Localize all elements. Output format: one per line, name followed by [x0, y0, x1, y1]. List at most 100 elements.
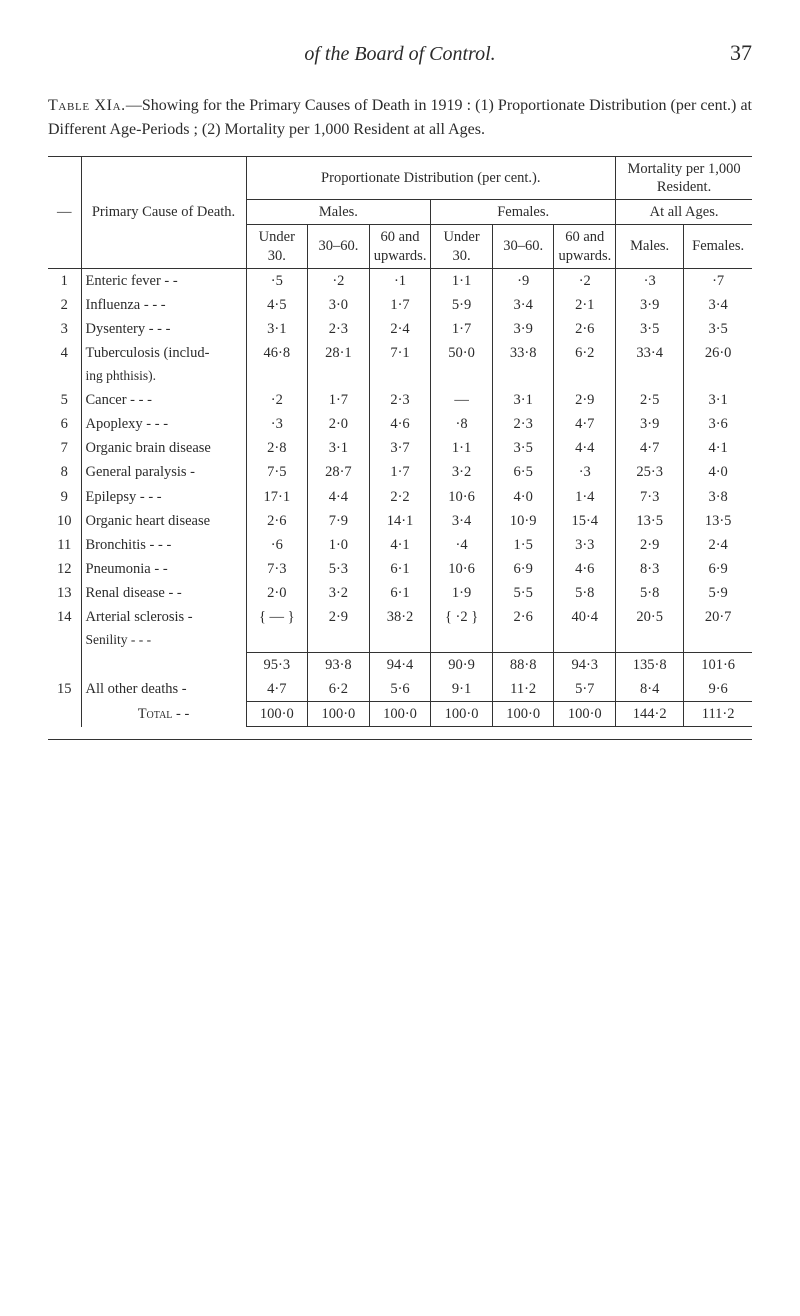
cell: ·7 — [684, 268, 752, 293]
cell: 2·6 — [246, 509, 308, 533]
hdr-dash: — — [48, 157, 81, 269]
row-cause: Arterial sclerosis - — [81, 605, 246, 629]
cell: ·1 — [369, 268, 431, 293]
hdr-f-3060: 30–60. — [492, 225, 554, 268]
cell: 111·2 — [684, 701, 752, 726]
table-row: 13Renal disease - -2·03·26·11·95·55·85·8… — [48, 581, 752, 605]
table-row: 2Influenza - - -4·53·01·75·93·42·13·93·4 — [48, 293, 752, 317]
cell: 7·1 — [369, 341, 431, 365]
row-index: 14 — [48, 605, 81, 629]
table-row: 14Arterial sclerosis -{ — }2·938·2{ ·2 }… — [48, 605, 752, 629]
cell: 4·4 — [554, 436, 616, 460]
cell: 20·7 — [684, 605, 752, 629]
row-cause: Influenza - - - — [81, 293, 246, 317]
cell: 2·9 — [616, 533, 684, 557]
cell: 100·0 — [492, 701, 554, 726]
cell: 95·3 — [246, 652, 308, 677]
cell: 15·4 — [554, 509, 616, 533]
cell: 7·9 — [308, 509, 370, 533]
cell: ·2 — [308, 268, 370, 293]
row-cause: General paralysis - — [81, 460, 246, 484]
cell: 5·9 — [684, 581, 752, 605]
row-index: 10 — [48, 509, 81, 533]
cell: 10·6 — [431, 485, 493, 509]
cell: 2·9 — [554, 388, 616, 412]
cell: 46·8 — [246, 341, 308, 365]
cell: 2·4 — [684, 533, 752, 557]
row-index: 4 — [48, 341, 81, 365]
hdr-mf-females: Females. — [684, 225, 752, 268]
cell: 20·5 — [616, 605, 684, 629]
cell: 8·3 — [616, 557, 684, 581]
table-row: 5Cancer - - -·21·72·3—3·12·92·53·1 — [48, 388, 752, 412]
cell: 3·1 — [308, 436, 370, 460]
cell: 5·8 — [616, 581, 684, 605]
cell: 94·3 — [554, 652, 616, 677]
cell: 5·7 — [554, 677, 616, 702]
total-row: Total - - 100·0 100·0 100·0 100·0 100·0 … — [48, 701, 752, 726]
cell: 3·5 — [616, 317, 684, 341]
cell: ·2 — [246, 388, 308, 412]
cell: 3·4 — [431, 509, 493, 533]
cell: ·5 — [246, 268, 308, 293]
cell: 1·7 — [369, 293, 431, 317]
cell: 3·9 — [616, 412, 684, 436]
cell: 2·6 — [492, 605, 554, 629]
row-index: 13 — [48, 581, 81, 605]
hdr-males: Males. — [246, 200, 431, 225]
cell: 3·2 — [308, 581, 370, 605]
cell: 2·0 — [246, 581, 308, 605]
cell: 3·9 — [616, 293, 684, 317]
cell: 3·6 — [684, 412, 752, 436]
cell: 33·8 — [492, 341, 554, 365]
cell: 1·1 — [431, 268, 493, 293]
cell: 38·2 — [369, 605, 431, 629]
row-cause: Epilepsy - - - — [81, 485, 246, 509]
cell: 3·9 — [492, 317, 554, 341]
cell: ·3 — [616, 268, 684, 293]
running-head: of the Board of Control. 37 — [48, 40, 752, 66]
cell: 25·3 — [616, 460, 684, 484]
row-index: 8 — [48, 460, 81, 484]
cell: 100·0 — [246, 701, 308, 726]
cell: 1·9 — [431, 581, 493, 605]
cell: 17·1 — [246, 485, 308, 509]
cell: 100·0 — [431, 701, 493, 726]
row-index: 6 — [48, 412, 81, 436]
row-index: 3 — [48, 317, 81, 341]
table-row-continuation: Senility - - - — [48, 629, 752, 652]
cell: 3·0 — [308, 293, 370, 317]
cell: 8·4 — [616, 677, 684, 702]
hdr-f-u30: Under 30. — [431, 225, 493, 268]
cell: 2·3 — [308, 317, 370, 341]
row-cause: Cancer - - - — [81, 388, 246, 412]
row-index: 15 — [48, 677, 81, 702]
cell: 10·9 — [492, 509, 554, 533]
running-title: of the Board of Control. — [88, 43, 712, 66]
cell: 13·5 — [684, 509, 752, 533]
cell: 93·8 — [308, 652, 370, 677]
cell: 1·1 — [431, 436, 493, 460]
row-cause: Tuberculosis (includ- — [81, 341, 246, 365]
row-cause-sub: ing phthisis). — [81, 365, 246, 388]
cell: 3·5 — [492, 436, 554, 460]
row-index: 1 — [48, 268, 81, 293]
total-label: Total - - — [81, 701, 246, 726]
table-caption: Table XIa.—Showing for the Primary Cause… — [48, 94, 752, 142]
cell: ·6 — [246, 533, 308, 557]
cell: 6·9 — [492, 557, 554, 581]
table-row: 8General paralysis -7·528·71·73·26·5·325… — [48, 460, 752, 484]
cell: 7·3 — [616, 485, 684, 509]
cell: 88·8 — [492, 652, 554, 677]
cell: 6·9 — [684, 557, 752, 581]
caption-lead: Table XIa. — [48, 97, 126, 114]
cell: 6·2 — [308, 677, 370, 702]
cell: 4·1 — [369, 533, 431, 557]
cell: — — [431, 388, 493, 412]
cell: 5·5 — [492, 581, 554, 605]
cell: ·2 — [554, 268, 616, 293]
header-row-1: — Primary Cause of Death. Proportionate … — [48, 157, 752, 200]
cell: 1·5 — [492, 533, 554, 557]
cell: 3·4 — [684, 293, 752, 317]
row-cause-sub: Senility - - - — [81, 629, 246, 652]
